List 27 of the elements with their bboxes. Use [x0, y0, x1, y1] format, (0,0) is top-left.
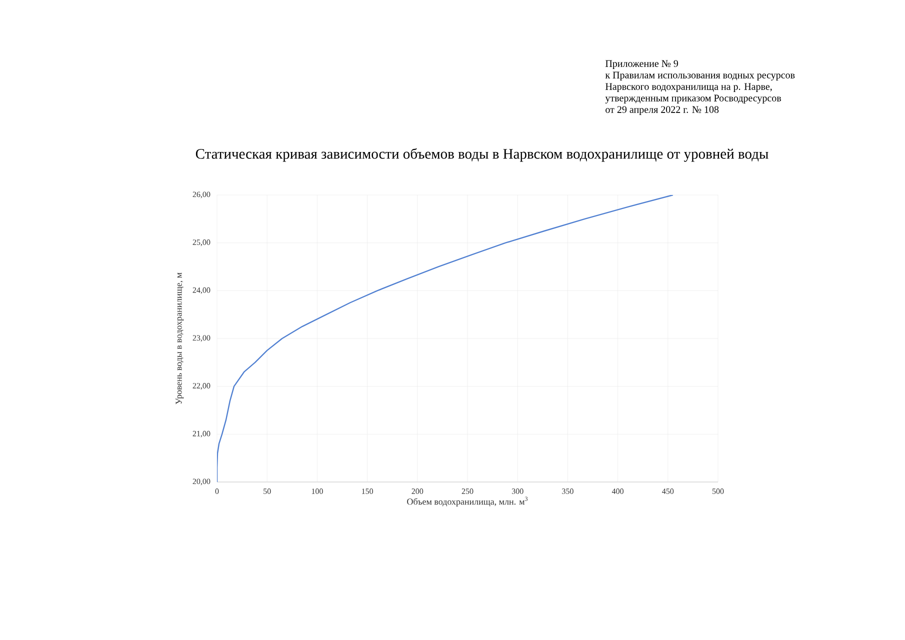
- x-tick-label: 150: [362, 488, 374, 494]
- text: утвержденным приказом Росводресурсов: [605, 94, 782, 104]
- y-tick-label: 26,00: [192, 192, 210, 198]
- text: к Правилам использования водных ресурсов: [605, 72, 795, 80]
- x-tick-label: 200: [412, 488, 424, 494]
- y-axis-title: Уровень воды в водохранилище, м: [176, 272, 184, 404]
- text: Приложение № 9: [605, 60, 678, 69]
- chart-title: Статическая кривая зависимости объемов воды в Нарвском водохранилище от уровней воды: [196, 148, 768, 162]
- x-tick-label: 50: [264, 488, 271, 494]
- x-tick-label: 400: [612, 488, 624, 494]
- x-tick-label: 0: [215, 488, 219, 494]
- y-tick-label: 24,00: [192, 287, 210, 294]
- y-tick-label: 20,00: [192, 478, 210, 486]
- y-tick-label: 25,00: [192, 240, 210, 246]
- line-series: [217, 195, 674, 482]
- x-tick-label: 250: [462, 488, 474, 494]
- x-tick-label: 350: [562, 488, 574, 494]
- x-tick-label: 100: [312, 488, 323, 494]
- y-tick-label: 22,00: [192, 383, 210, 390]
- x-tick-label: 500: [712, 488, 724, 494]
- y-tick-label: 21,00: [192, 430, 210, 438]
- text: от 29 апреля 2022 г. № 108: [606, 106, 719, 115]
- x-tick-label: 450: [662, 488, 674, 494]
- y-tick-label: 23,00: [192, 335, 210, 342]
- x-tick-label: 300: [512, 488, 524, 494]
- x-axis-title: Объем водохранилища, млн. м$^{3}$: [407, 496, 528, 507]
- text: Нарвского водохранилища на р. Нарве,: [605, 83, 772, 92]
